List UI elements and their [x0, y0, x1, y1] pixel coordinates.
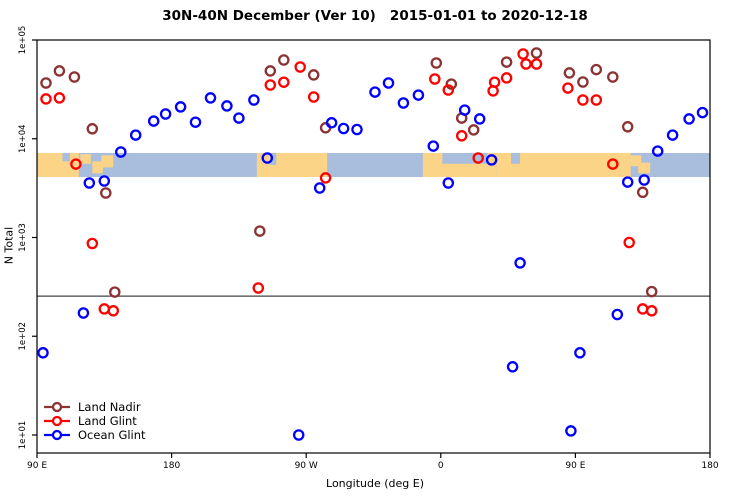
x-axis-ticks: 90 E 180 90 W 0 90 E 180	[27, 453, 719, 471]
land-nadir-marker-icon	[44, 401, 70, 413]
legend-item-land-glint: Land Glint	[44, 414, 146, 428]
legend-item-land-nadir: Land Nadir	[44, 400, 146, 414]
legend: Land Nadir Land Glint Ocean Glint	[44, 400, 146, 442]
svg-text:1e+04: 1e+04	[18, 124, 28, 153]
series-land-glint	[40, 48, 658, 317]
series-ocean-glint	[37, 77, 709, 441]
map-band	[37, 152, 710, 177]
svg-text:90 E: 90 E	[565, 461, 585, 471]
svg-text:0: 0	[438, 461, 444, 471]
legend-label: Ocean Glint	[78, 428, 146, 442]
legend-label: Land Nadir	[78, 400, 141, 414]
svg-text:90 W: 90 W	[295, 461, 318, 471]
y-axis-label: N Total	[2, 226, 16, 265]
x-axis-label: Longitude (deg E)	[326, 477, 424, 490]
svg-text:1e+01: 1e+01	[18, 421, 28, 450]
land-glint-marker-icon	[44, 415, 70, 427]
plot-box	[36, 39, 711, 454]
svg-text:180: 180	[163, 461, 180, 471]
chart-title: 30N-40N December (Ver 10) 2015-01-01 to …	[162, 8, 588, 24]
svg-text:1e+02: 1e+02	[18, 322, 28, 351]
legend-label: Land Glint	[78, 414, 137, 428]
svg-text:180: 180	[701, 461, 718, 471]
svg-text:1e+05: 1e+05	[18, 26, 28, 55]
legend-item-ocean-glint: Ocean Glint	[44, 428, 146, 442]
y-axis-ticks: 1e+05 1e+04 1e+03 1e+02 1e+01	[18, 26, 37, 450]
ocean-glint-marker-icon	[44, 429, 70, 441]
svg-text:90 E: 90 E	[27, 461, 47, 471]
series-land-nadir	[40, 47, 658, 298]
svg-text:1e+03: 1e+03	[18, 223, 28, 252]
